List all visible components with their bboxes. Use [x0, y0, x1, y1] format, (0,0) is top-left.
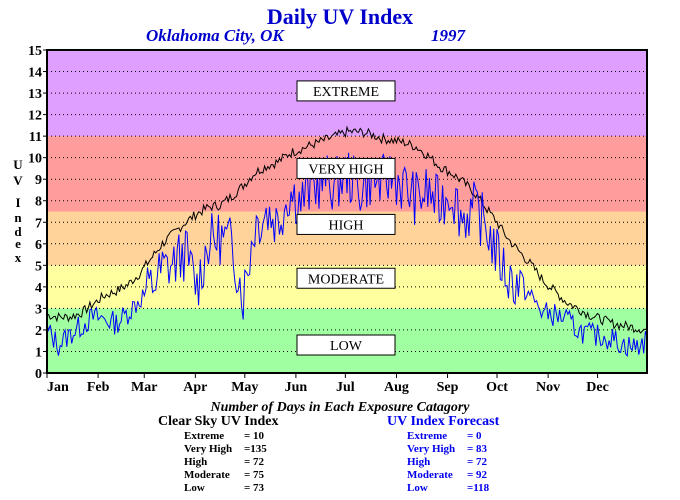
y-tick-label: 0 [35, 367, 42, 382]
band-label: VERY HIGH [308, 162, 383, 177]
stat-label: Low [407, 482, 428, 494]
clear-sky-heading: Clear Sky UV Index [158, 414, 279, 429]
forecast-heading: UV Index Forecast [387, 414, 500, 429]
band-label: HIGH [329, 218, 364, 233]
forecast-stats: UV Index Forecast Extreme = 0 Very High = … [387, 414, 499, 495]
stats-section-title: Number of Days in Each Exposure Catagory [210, 400, 470, 415]
chart-title: Daily UV Index [266, 4, 414, 29]
stat-label: High [407, 456, 431, 468]
x-tick-label: Oct [486, 380, 508, 395]
y-tick-label: 8 [35, 195, 42, 210]
stat-value: = 72 [244, 456, 265, 468]
chart-location: Oklahoma City, OK [146, 26, 284, 45]
x-tick-label: Dec [586, 380, 609, 395]
stat-value: = 10 [244, 430, 265, 442]
clear-sky-row: Moderate = 75 [158, 469, 278, 482]
y-tick-label: 3 [35, 302, 42, 317]
y-tick-label: 4 [35, 281, 42, 296]
forecast-series-line [46, 152, 648, 358]
x-tick-label: May [231, 380, 258, 395]
clear-sky-row: Low = 73 [158, 482, 278, 495]
y-tick-label: 13 [28, 87, 42, 102]
forecast-row: Very High = 83 [387, 443, 499, 456]
stat-value: = 92 [467, 469, 488, 481]
clear-sky-row: Very High =135 [158, 443, 278, 456]
y-axis-label-letter: x [15, 250, 22, 265]
x-tick-label: Apr [183, 380, 207, 395]
y-tick-label: 5 [35, 259, 42, 274]
band-label: MODERATE [308, 272, 384, 287]
x-tick-label: Sep [437, 380, 459, 395]
band-label: LOW [330, 339, 363, 354]
x-tick-label: Nov [536, 380, 560, 395]
stat-label: Moderate [184, 469, 230, 481]
stat-value: = 73 [244, 482, 265, 494]
forecast-row: Low =118 [387, 482, 499, 495]
x-tick-label: Jul [336, 380, 355, 395]
y-axis-label-letter: d [14, 224, 22, 239]
band-label-box [296, 267, 396, 289]
plot-frame [46, 49, 648, 374]
y-tick-label: 14 [28, 66, 42, 81]
clear-sky-row: Extreme = 10 [158, 430, 278, 443]
forecast-row: Extreme = 0 [387, 430, 499, 443]
y-axis-label-letter: e [15, 236, 21, 251]
stat-value: =135 [244, 443, 267, 455]
stat-value: = 83 [467, 443, 488, 455]
stat-label: Very High [407, 443, 456, 455]
y-tick-label: 7 [35, 216, 42, 231]
x-tick-label: Aug [384, 380, 409, 395]
y-tick-label: 11 [29, 130, 42, 145]
clear-sky-row: High = 72 [158, 456, 278, 469]
band-label: EXTREME [313, 85, 379, 100]
y-tick-label: 1 [35, 345, 42, 360]
x-tick-label: Feb [87, 380, 110, 395]
band-label-box [296, 80, 396, 102]
y-tick-label: 10 [28, 152, 42, 167]
forecast-row: Moderate = 92 [387, 469, 499, 482]
stat-value: = 75 [244, 469, 265, 481]
y-tick-label: 2 [35, 324, 42, 339]
forecast-row: High = 72 [387, 456, 499, 469]
y-tick-label: 6 [35, 238, 42, 253]
stat-label: Low [184, 482, 205, 494]
stat-label: Moderate [407, 469, 453, 481]
y-axis-label-letter: V [13, 173, 23, 188]
x-tick-label: Jan [47, 380, 69, 395]
chart-year: 1997 [431, 26, 465, 45]
stat-label: High [184, 456, 208, 468]
y-axis-label-letter: n [14, 210, 22, 225]
clear-sky-series-line [46, 125, 648, 334]
y-tick-label: 12 [28, 109, 42, 124]
band-label-box [296, 334, 396, 356]
stat-label: Extreme [407, 430, 448, 442]
band-label-box [296, 157, 396, 179]
stat-value: = 0 [467, 430, 482, 442]
y-tick-label: 9 [35, 173, 42, 188]
stat-value: = 72 [467, 456, 488, 468]
band-label-box [296, 213, 396, 235]
clear-sky-stats: Clear Sky UV Index Extreme = 10 Very High… [158, 414, 278, 495]
y-tick-label: 15 [28, 44, 42, 59]
x-tick-label: Jun [285, 380, 308, 395]
stat-label: Extreme [184, 430, 225, 442]
y-axis-label-letter: I [15, 195, 20, 210]
x-tick-label: Mar [131, 380, 157, 395]
stat-label: Very High [184, 443, 233, 455]
stat-value: =118 [467, 482, 490, 494]
y-axis-label-letter: U [13, 157, 23, 172]
